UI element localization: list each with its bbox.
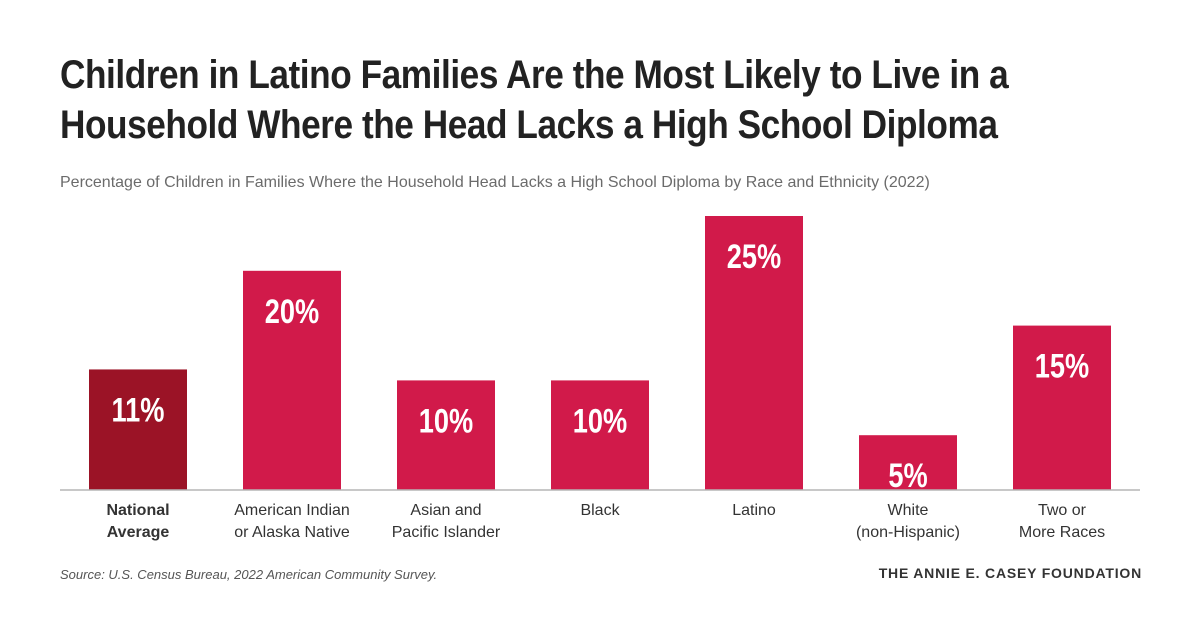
chart-subtitle: Percentage of Children in Families Where… bbox=[60, 174, 930, 191]
chart-title-line-2: Household Where the Head Lacks a High Sc… bbox=[60, 103, 998, 147]
bar-value-label: 20% bbox=[265, 292, 319, 331]
source-note: Source: U.S. Census Bureau, 2022 America… bbox=[60, 567, 438, 582]
category-label: American Indian bbox=[234, 502, 350, 519]
bar-value-label: 5% bbox=[888, 456, 927, 495]
bar bbox=[859, 435, 957, 490]
category-label: or Alaska Native bbox=[234, 524, 350, 541]
bar bbox=[705, 216, 803, 490]
category-label: Two or bbox=[1038, 502, 1087, 519]
category-label: Asian and bbox=[410, 502, 481, 519]
chart-title-line-1: Children in Latino Families Are the Most… bbox=[60, 53, 1009, 97]
chart-title: Children in Latino Families Are the Most… bbox=[60, 50, 1028, 150]
bar bbox=[1013, 325, 1111, 490]
foundation-logo: THE ANNIE E. CASEY FOUNDATION bbox=[878, 565, 1142, 581]
category-label: (non-Hispanic) bbox=[856, 524, 960, 541]
bar bbox=[243, 270, 341, 490]
category-label: White bbox=[888, 502, 929, 519]
category-label: Average bbox=[107, 524, 170, 541]
bar-value-label: 25% bbox=[727, 237, 781, 276]
category-label: Pacific Islander bbox=[392, 524, 501, 541]
bar-value-label: 10% bbox=[419, 401, 473, 440]
bar bbox=[397, 380, 495, 490]
bar-value-label: 15% bbox=[1035, 347, 1089, 386]
bar bbox=[89, 369, 187, 490]
category-label: Black bbox=[580, 502, 620, 519]
category-label: Latino bbox=[732, 502, 776, 519]
category-label: National bbox=[106, 502, 169, 519]
bar bbox=[551, 380, 649, 490]
bar-value-label: 11% bbox=[112, 391, 165, 430]
category-label: More Races bbox=[1019, 524, 1105, 541]
bar-value-label: 10% bbox=[573, 401, 627, 440]
